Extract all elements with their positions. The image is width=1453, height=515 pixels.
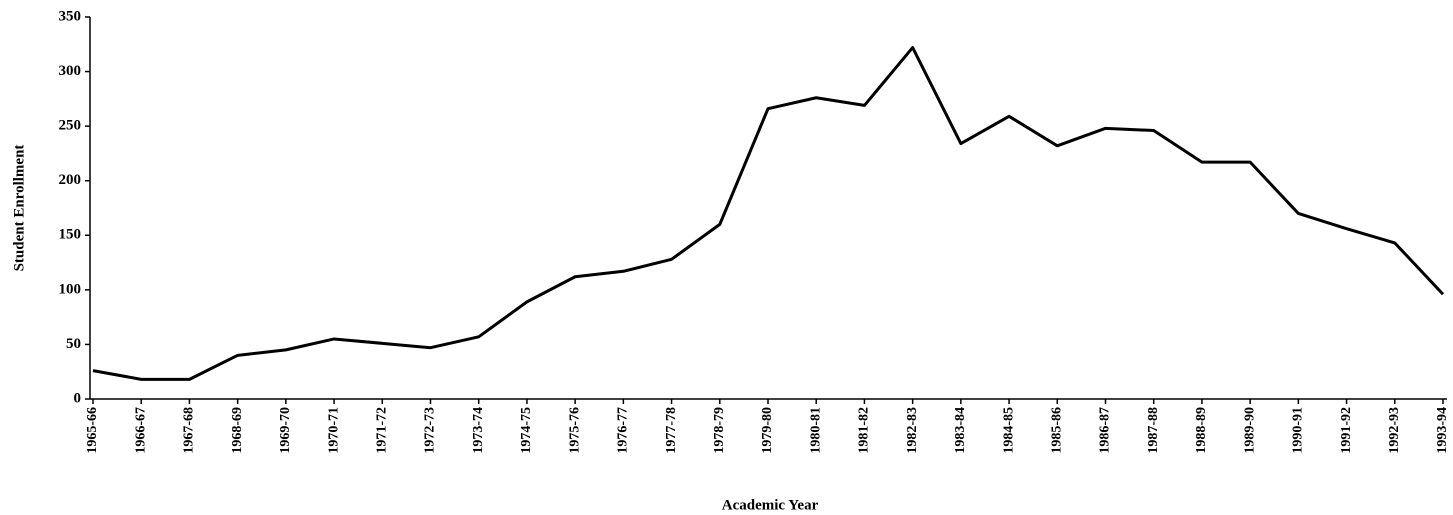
x-tick-label: 1993-94 bbox=[1435, 407, 1450, 454]
x-axis-title: Academic Year bbox=[722, 497, 819, 513]
y-tick-label: 0 bbox=[74, 390, 82, 406]
x-tick-label: 1973-74 bbox=[471, 407, 486, 454]
y-tick-label: 50 bbox=[66, 336, 81, 352]
x-tick-label: 1983-84 bbox=[953, 407, 968, 454]
y-tick-label: 200 bbox=[59, 172, 82, 188]
x-tick-label: 1987-88 bbox=[1146, 407, 1161, 454]
x-tick-label: 1978-79 bbox=[712, 407, 727, 454]
x-tick-label: 1972-73 bbox=[423, 407, 438, 454]
x-tick-label: 1977-78 bbox=[664, 407, 679, 454]
y-tick-label: 150 bbox=[59, 227, 82, 243]
y-tick-label: 250 bbox=[59, 118, 82, 134]
x-tick-label: 1981-82 bbox=[857, 407, 872, 454]
x-tick-label: 1985-86 bbox=[1050, 407, 1065, 454]
x-tick-label: 1992-93 bbox=[1387, 407, 1402, 454]
x-tick-label: 1965-66 bbox=[85, 407, 100, 454]
x-tick-label: 1967-68 bbox=[182, 407, 197, 454]
x-tick-label: 1975-76 bbox=[567, 407, 582, 454]
y-axis-title: Student Enrollment bbox=[11, 145, 27, 272]
data-line bbox=[92, 46, 1445, 381]
x-tick-label: 1991-92 bbox=[1339, 407, 1354, 454]
x-tick-label: 1971-72 bbox=[375, 407, 390, 454]
x-tick-label: 1990-91 bbox=[1291, 407, 1306, 454]
x-tick-label: 1976-77 bbox=[616, 407, 631, 454]
x-tick-label: 1986-87 bbox=[1098, 407, 1113, 454]
x-tick-label: 1970-71 bbox=[326, 407, 341, 454]
x-tick-label: 1984-85 bbox=[1001, 407, 1016, 454]
y-tick-label: 300 bbox=[59, 63, 82, 79]
x-tick-label: 1989-90 bbox=[1242, 407, 1257, 454]
y-tick-label: 350 bbox=[59, 8, 82, 24]
x-tick-label: 1966-67 bbox=[133, 407, 148, 454]
x-tick-label: 1988-89 bbox=[1194, 407, 1209, 454]
x-tick-label: 1968-69 bbox=[230, 407, 245, 454]
y-tick-label: 100 bbox=[59, 281, 82, 297]
x-tick-label: 1974-75 bbox=[519, 407, 534, 454]
x-tick-label: 1980-81 bbox=[808, 407, 823, 454]
x-tick-label: 1982-83 bbox=[905, 407, 920, 454]
x-tick-label: 1979-80 bbox=[760, 407, 775, 454]
x-tick-label: 1969-70 bbox=[278, 407, 293, 454]
